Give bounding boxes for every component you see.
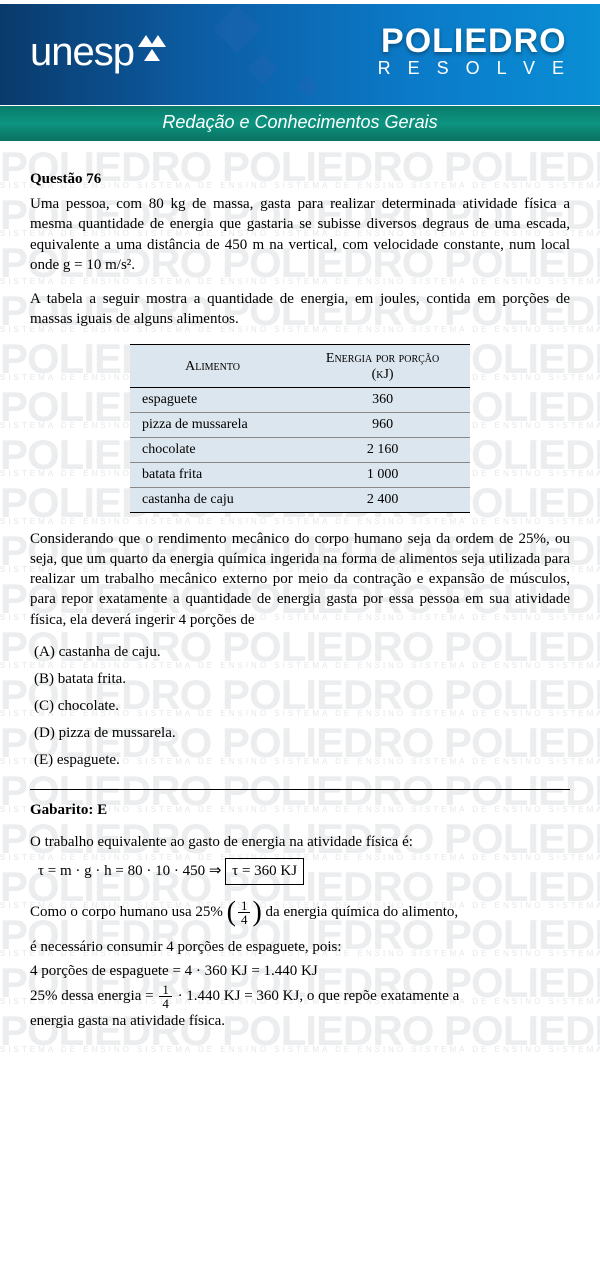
cell-food: castanha de caju <box>130 487 295 512</box>
subheader-bar: Redação e Conhecimentos Gerais <box>0 105 600 141</box>
solution-block: O trabalho equivalente ao gasto de energ… <box>30 831 570 1033</box>
sol-line-1: O trabalho equivalente ao gasto de energ… <box>30 831 570 854</box>
sol-s5b: · 1.440 KJ = 360 KJ, o que repõe exatame… <box>178 988 460 1004</box>
option-a: (A) castanha de caju. <box>34 644 570 661</box>
table-header-energy-l1: Energia por porção <box>326 351 439 366</box>
sol-s2a: Como o corpo humano usa 25% <box>30 904 223 920</box>
frac-n: 1 <box>159 983 172 997</box>
cell-energy: 960 <box>295 412 470 437</box>
sol-line-5: 25% dessa energia = 14 · 1.440 KJ = 360 … <box>30 983 570 1010</box>
cell-food: batata frita <box>130 462 295 487</box>
unesp-text: unesp <box>30 30 134 75</box>
cell-energy: 2 400 <box>295 487 470 512</box>
sol-eq1-box: τ = 360 KJ <box>225 858 304 885</box>
question-para-2: A tabela a seguir mostra a quantidade de… <box>30 289 570 330</box>
table-header-energy: Energia por porção (kJ) <box>295 344 470 387</box>
sol-line-2: Como o corpo humano usa 25% (14) da ener… <box>30 899 570 926</box>
sol-s2b: da energia química do alimento, <box>266 904 459 920</box>
question-para-3: Considerando que o rendimento mecânico d… <box>30 529 570 630</box>
unesp-triangles-icon <box>138 30 172 75</box>
unesp-logo: unesp <box>30 30 172 75</box>
answer-title: Gabarito: E <box>30 802 570 819</box>
frac-n: 1 <box>238 899 251 913</box>
sol-eq1-left: τ = m · g · h = 80 · 10 · 450 ⇒ <box>38 863 221 879</box>
sol-line-3: é necessário consumir 4 porções de espag… <box>30 936 570 959</box>
divider <box>30 789 570 790</box>
energy-table: Alimento Energia por porção (kJ) espague… <box>130 344 470 513</box>
header-bar: unesp POLIEDRO R E S O L V E <box>0 0 600 105</box>
cell-food: chocolate <box>130 437 295 462</box>
table-header-energy-l2: (kJ) <box>372 367 394 382</box>
option-c: (C) chocolate. <box>34 698 570 715</box>
question-para-1: Uma pessoa, com 80 kg de massa, gasta pa… <box>30 194 570 275</box>
poliedro-sub: R E S O L V E <box>378 58 570 79</box>
sol-line-4: 4 porções de espaguete = 4 · 360 KJ = 1.… <box>30 960 570 983</box>
option-d: (D) pizza de mussarela. <box>34 725 570 742</box>
subheader-text: Redação e Conhecimentos Gerais <box>162 112 437 132</box>
options-list: (A) castanha de caju. (B) batata frita. … <box>34 644 570 769</box>
cell-energy: 360 <box>295 387 470 412</box>
poliedro-logo: POLIEDRO R E S O L V E <box>378 26 570 80</box>
table-header-food: Alimento <box>130 344 295 387</box>
table-row: espaguete360 <box>130 387 470 412</box>
cell-energy: 1 000 <box>295 462 470 487</box>
sol-eq-1: τ = m · g · h = 80 · 10 · 450 ⇒ τ = 360 … <box>38 858 570 885</box>
cell-food: pizza de mussarela <box>130 412 295 437</box>
poliedro-main: POLIEDRO <box>378 26 570 57</box>
sol-line-6: energia gasta na atividade física. <box>30 1010 570 1033</box>
sol-s5a: 25% dessa energia = <box>30 988 157 1004</box>
table-row: castanha de caju2 400 <box>130 487 470 512</box>
table-row: chocolate2 160 <box>130 437 470 462</box>
question-label: Questão 76 <box>30 171 570 188</box>
table-row: batata frita1 000 <box>130 462 470 487</box>
frac-d: 4 <box>159 997 172 1010</box>
content-area: Questão 76 Uma pessoa, com 80 kg de mass… <box>0 141 600 1063</box>
table-row: pizza de mussarela960 <box>130 412 470 437</box>
option-b: (B) batata frita. <box>34 671 570 688</box>
cell-energy: 2 160 <box>295 437 470 462</box>
cell-food: espaguete <box>130 387 295 412</box>
frac-d: 4 <box>238 913 251 926</box>
option-e: (E) espaguete. <box>34 752 570 769</box>
